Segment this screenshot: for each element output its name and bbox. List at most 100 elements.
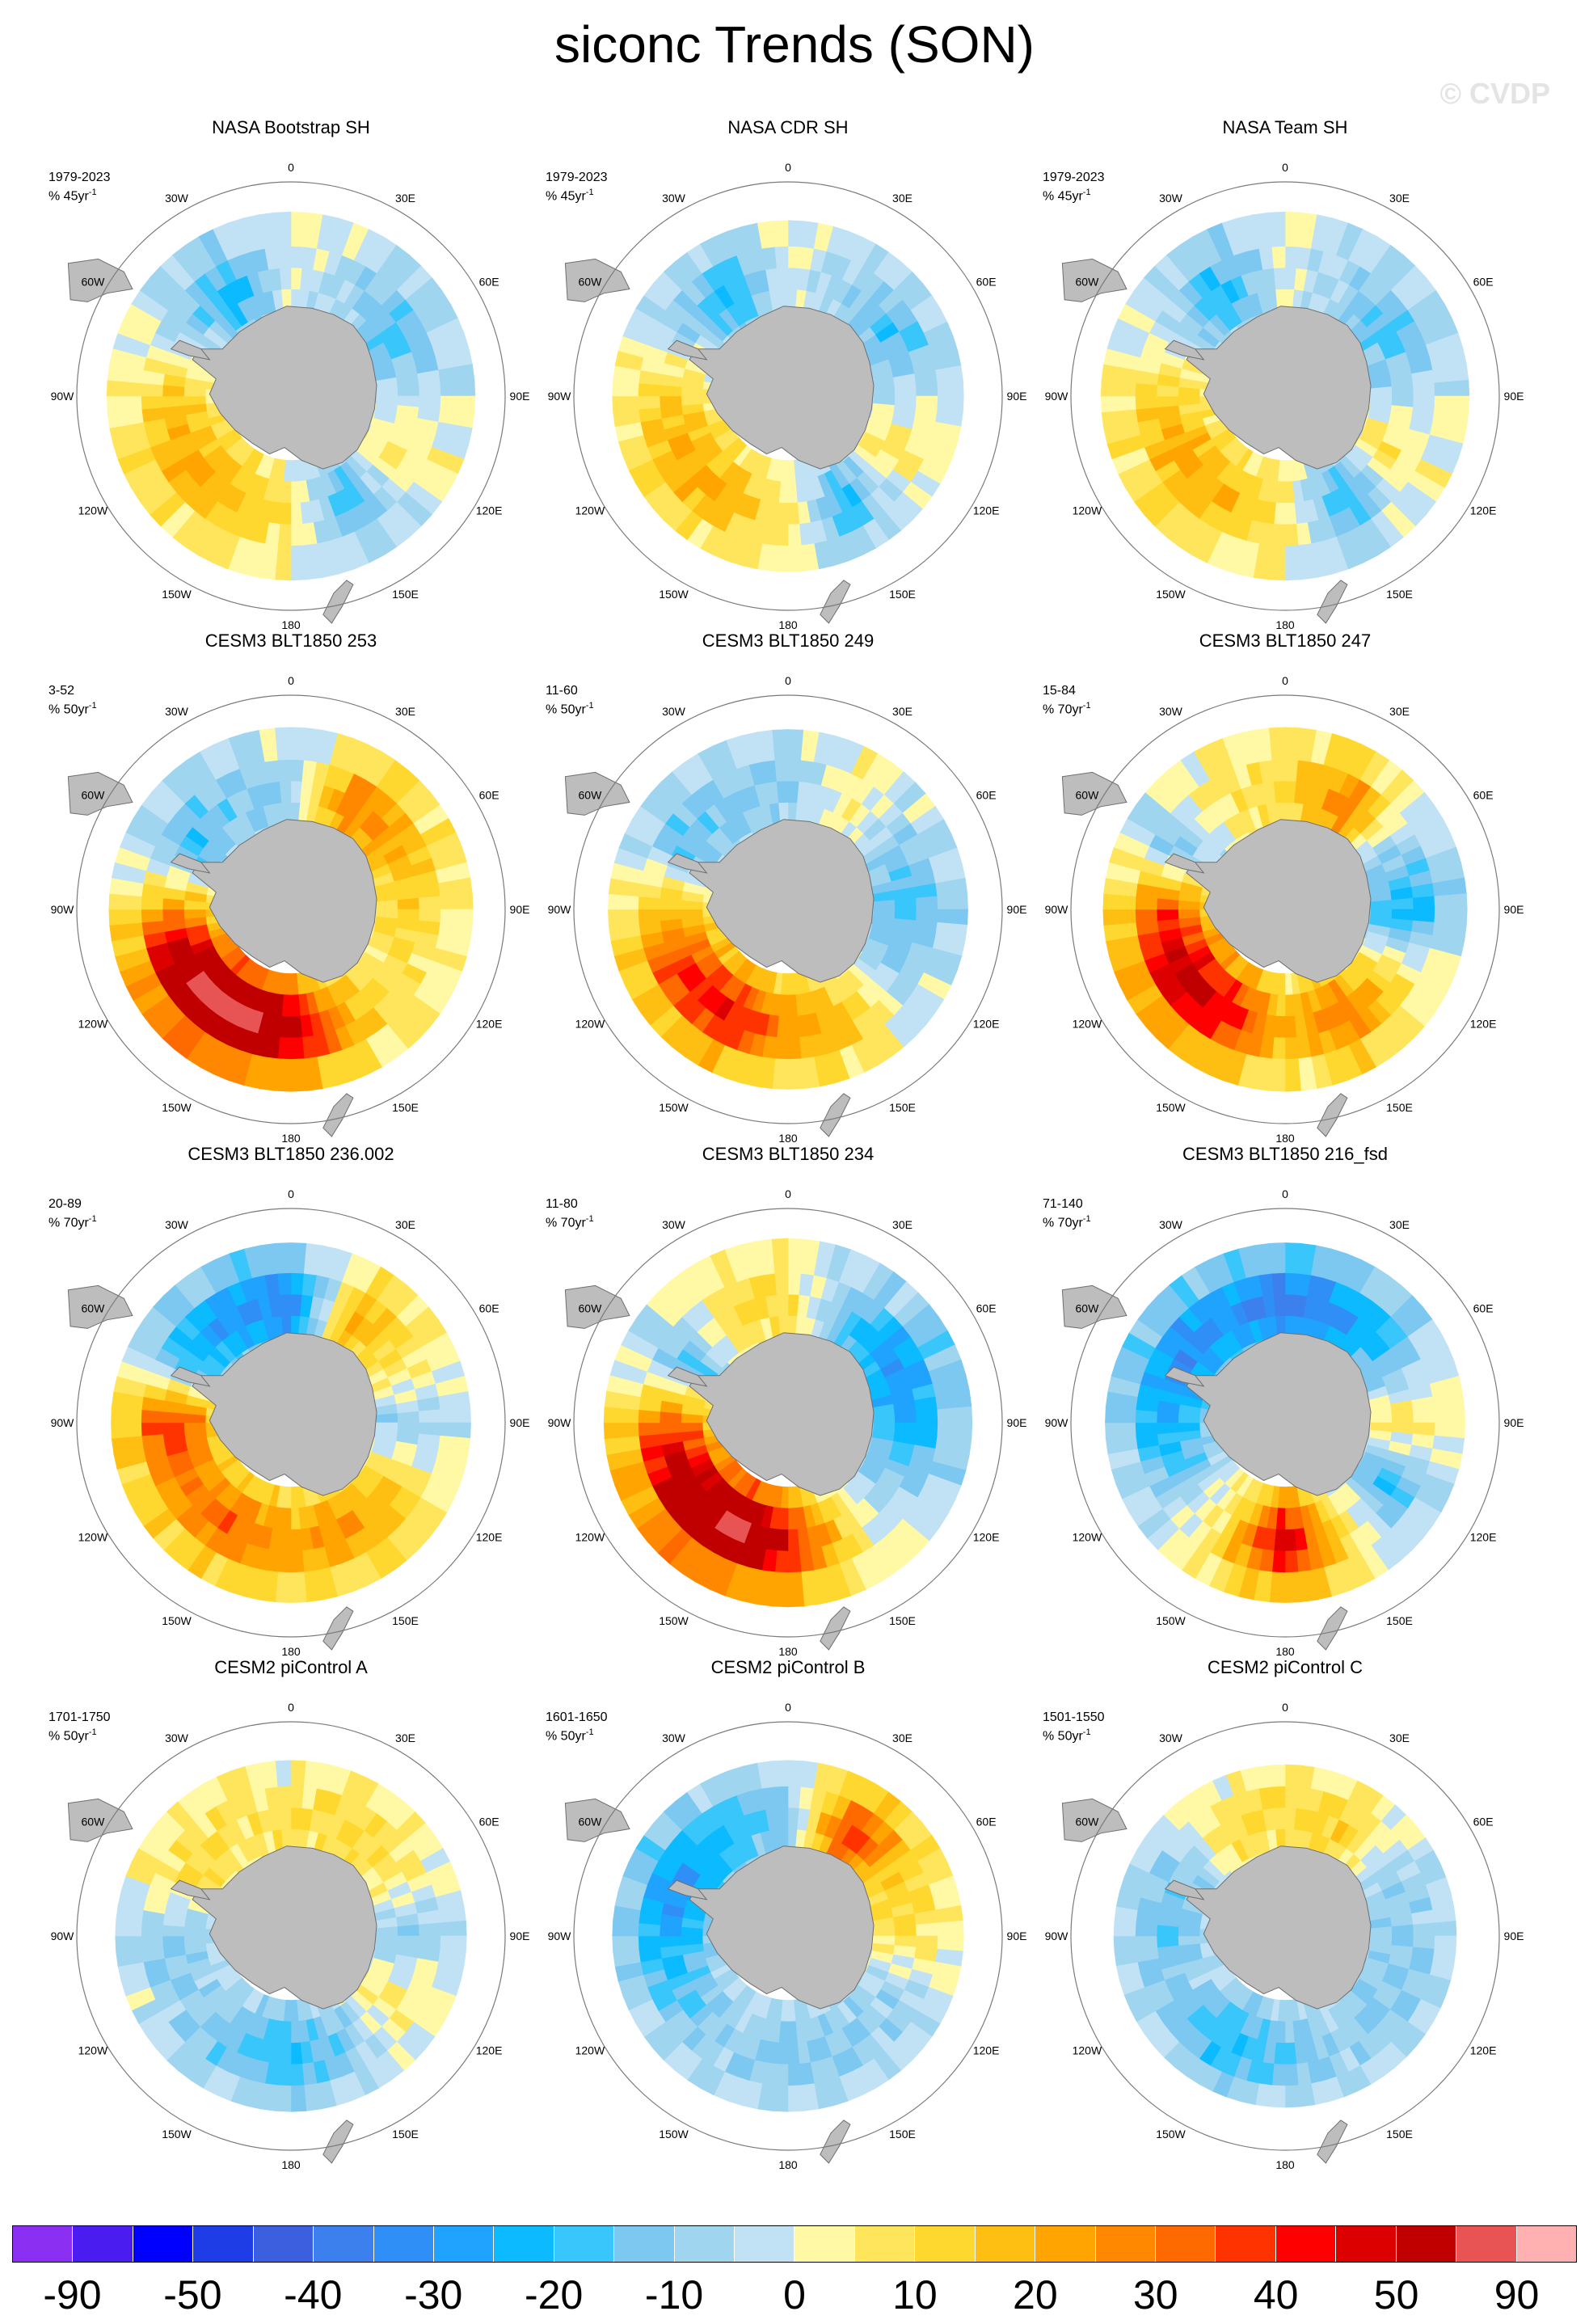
longitude-label: 90W (51, 1930, 75, 1942)
colorbar-tick-label: 10 (892, 2272, 938, 2318)
trend-cell (1178, 1422, 1200, 1432)
trend-cell (638, 1422, 660, 1436)
antarctic-peninsula (170, 853, 211, 874)
trend-cell (873, 900, 896, 910)
trend-cell (1135, 909, 1157, 923)
trend-cell (787, 246, 802, 268)
trend-cell (873, 1413, 896, 1424)
longitude-label: 30W (165, 192, 189, 205)
longitude-label: 120W (1073, 504, 1102, 517)
panel-title: NASA CDR SH (727, 117, 849, 137)
trend-cell (1434, 1921, 1457, 1937)
longitude-label: 60E (976, 1302, 997, 1315)
longitude-label: 60E (479, 789, 499, 802)
longitude-label: 150E (889, 1614, 916, 1627)
longitude-label: 60W (579, 789, 603, 802)
trend-cell (681, 1935, 703, 1946)
longitude-label: 90E (510, 1930, 530, 1942)
longitude-label: 120E (476, 1531, 503, 1544)
trend-cell (659, 909, 682, 922)
new-zealand (322, 1093, 354, 1137)
longitude-label: 150E (889, 588, 916, 601)
panel-period: 15-84% 70yr-1 (1043, 684, 1091, 717)
trend-cell (1413, 382, 1435, 397)
longitude-label: 60W (82, 789, 106, 802)
trend-cell (774, 2064, 789, 2086)
trend-cell (111, 1422, 142, 1439)
longitude-label: 180 (281, 618, 301, 631)
trend-cell (279, 780, 292, 803)
trend-cell (1273, 267, 1286, 290)
trend-cell (440, 1935, 467, 1952)
trend-cell (1284, 1550, 1299, 1573)
trend-cell (638, 1409, 660, 1424)
trend-cell (1284, 545, 1302, 581)
map-panel: CESM3 BLT1850 253 3-52% 50yr-1 0 30E 60E 90E 1… (40, 631, 542, 1145)
trend-cell (1284, 246, 1299, 268)
trend-cell (1271, 246, 1286, 268)
trend-cell (1284, 2085, 1300, 2108)
longitude-label: 150W (1156, 2128, 1186, 2141)
trend-cell (873, 386, 896, 397)
colorbar-swatch (1396, 2226, 1457, 2262)
trend-cell (787, 2021, 798, 2044)
longitude-label: 150W (659, 1614, 689, 1627)
trend-cell (290, 1508, 301, 1530)
panel-period: 20-89% 70yr-1 (48, 1197, 97, 1230)
trend-cell (776, 780, 789, 803)
longitude-label: 90E (1504, 1416, 1524, 1429)
trend-cell (787, 502, 800, 525)
trend-cell (894, 384, 917, 397)
south-america-tip (67, 1284, 133, 1329)
trend-cell (772, 2085, 789, 2112)
trend-cell (638, 1935, 660, 1950)
trend-cell (277, 1037, 292, 1060)
trend-cell (397, 384, 420, 397)
longitude-label: 120W (575, 1531, 605, 1544)
colorbar-tick-label: -40 (284, 2272, 343, 2318)
trend-cell (1284, 1058, 1301, 1092)
longitude-label: 150E (1386, 1101, 1413, 1114)
trend-cell (141, 1409, 163, 1424)
trend-cell (290, 481, 301, 504)
map-panel: CESM3 BLT1850 234 11-80% 70yr-1 0 30E 60E 90E… (537, 1144, 1039, 1658)
longitude-label: 30W (165, 1218, 189, 1231)
trend-cell (290, 1571, 307, 1603)
trend-cell (419, 1935, 441, 1950)
map-boundary (76, 694, 506, 1124)
trend-cell (787, 2085, 804, 2112)
colorbar-swatch (314, 2226, 374, 2262)
trend-cell (290, 1550, 305, 1573)
trend-cell (162, 909, 185, 922)
longitude-label: 0 (288, 161, 294, 174)
trend-cell (787, 1529, 800, 1552)
longitude-label: 120W (78, 1531, 108, 1544)
colorbar-swatch (373, 2226, 434, 2262)
panel-period: 71-140% 70yr-1 (1043, 1197, 1091, 1230)
longitude-label: 60E (976, 276, 997, 289)
trend-cell (937, 893, 968, 910)
trend-cell (772, 729, 789, 761)
longitude-label: 30E (395, 705, 415, 718)
map-boundary (76, 1721, 506, 2151)
trend-cell (1135, 1922, 1157, 1937)
panel-title: CESM3 BLT1850 216_fsd (1182, 1144, 1388, 1164)
trend-cell (1413, 1935, 1435, 1950)
colorbar-tick-label: 30 (1132, 2272, 1178, 2318)
trend-cell (916, 1935, 938, 1950)
panel-period: 1979-2023% 45yr-1 (48, 171, 111, 204)
trend-cell (1284, 1508, 1295, 1530)
longitude-label: 150W (1156, 1101, 1186, 1114)
longitude-label: 90W (1045, 1416, 1069, 1429)
trend-cell (1135, 896, 1157, 910)
trend-cell (1156, 395, 1179, 408)
trend-cell (290, 2064, 305, 2086)
map-boundary (1070, 181, 1500, 611)
trend-cell (787, 759, 802, 782)
longitude-label: 180 (778, 1645, 798, 1658)
trend-cell (290, 1786, 305, 1808)
colorbar-swatch (73, 2226, 133, 2262)
